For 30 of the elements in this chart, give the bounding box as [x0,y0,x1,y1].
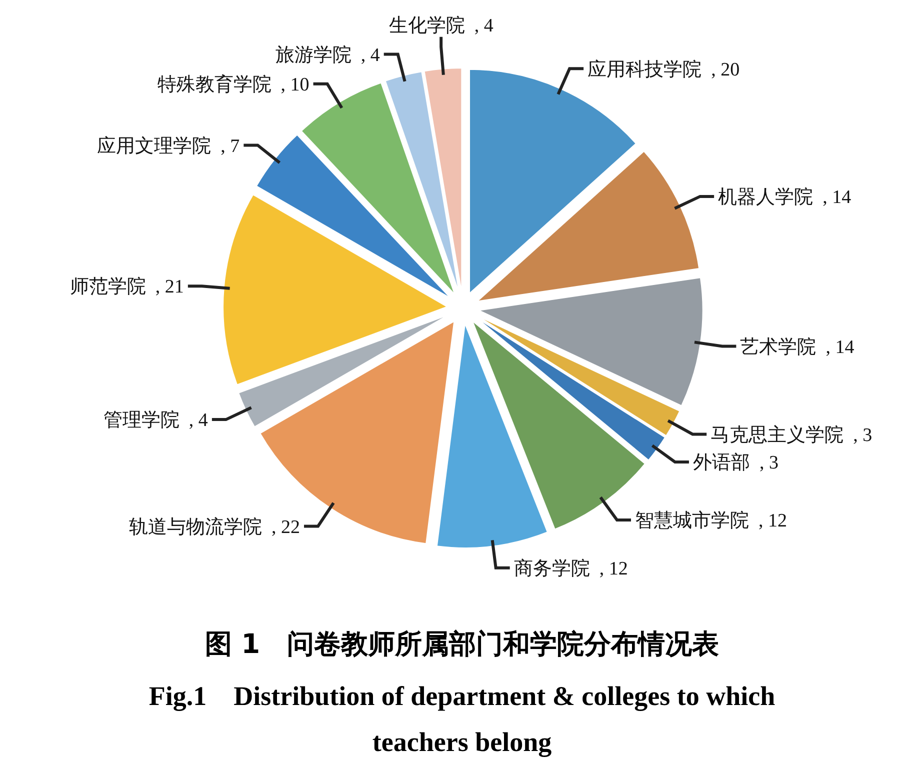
data-label: , 4 [474,16,494,37]
slice-label: 管理学院 [103,409,180,432]
slice-label: 轨道与物流学院 [129,516,262,538]
data-label: , 12 [599,558,628,580]
text: Fig.1 Distribution of department & colleges to which teachers belong [148,681,776,757]
data-label: , 20 [711,59,740,80]
slice-label: 艺术学院 [740,336,816,358]
data-label: , 4 [360,44,380,66]
slice-label: 特殊教育学院 [157,74,272,96]
slice-label: 机器人学院 [718,186,814,208]
slice-label: 旅游学院 [275,44,352,66]
slice-label: 外语部 [692,452,750,474]
data-label: , 10 [280,74,310,96]
data-label: , 14 [822,187,852,208]
data-label: , 3 [853,424,872,446]
data-label: , 21 [155,276,184,298]
data-label: , 14 [826,336,855,358]
data-label: , 12 [758,510,787,532]
text: 图 1 问卷教师所属部门和学院分布情况表 [204,629,720,660]
slice-label: 智慧城市学院 [635,510,749,532]
slice-label: 师范学院 [70,276,146,298]
data-label: , 7 [220,136,240,157]
slice-label: 马克思主义学院 [710,424,844,446]
slice-label: 应用科技学院 [588,58,702,80]
slice-label: 商务学院 [514,558,590,580]
slice-label: 生化学院 [388,14,465,37]
data-label: , 22 [272,516,300,538]
data-label: , 4 [188,410,208,432]
slice-label: 应用文理学院 [97,134,212,157]
data-label: , 3 [759,452,778,474]
